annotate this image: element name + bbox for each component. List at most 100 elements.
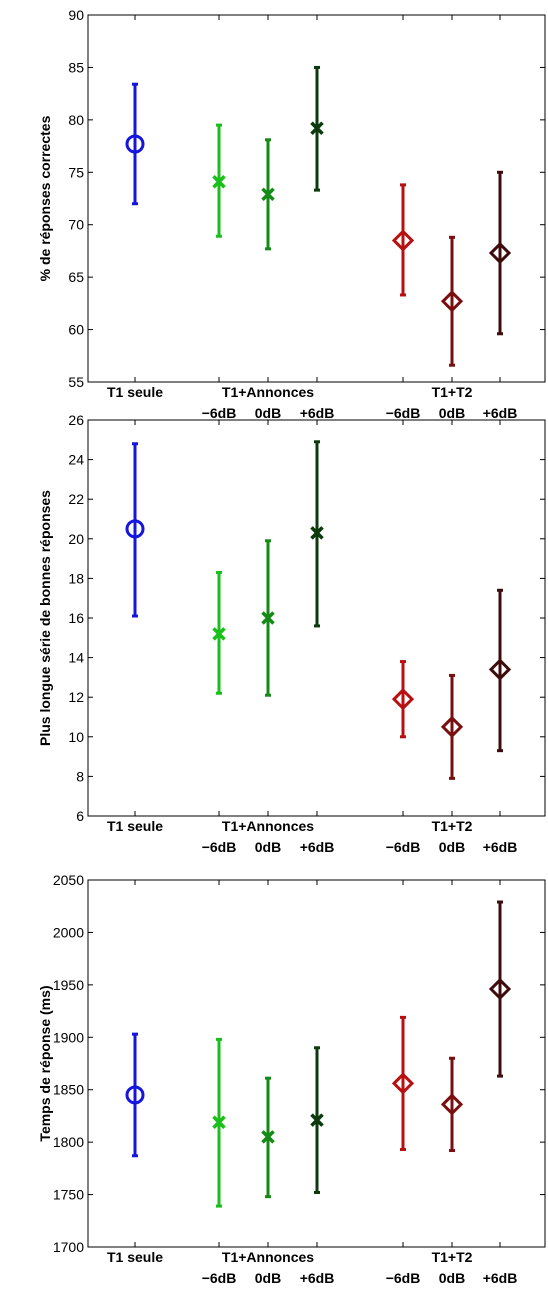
y-tick-label: 10	[68, 729, 84, 745]
sub-label: 0dB	[439, 405, 465, 421]
chart-panel-1: 55 60 65 70 75 80 85 90 T1 seule T1+Annonces T1+T2…	[37, 7, 546, 421]
mean-marker-x	[212, 627, 226, 641]
mean-marker-diamond	[488, 658, 512, 681]
y-tick-label: 18	[68, 570, 84, 586]
mean-marker-diamond	[391, 688, 415, 711]
y-axis-label: Temps de réponse (ms)	[37, 985, 53, 1141]
y-tick-label: 75	[68, 164, 84, 180]
y-tick-label: 90	[68, 7, 84, 23]
sub-label: −6dB	[202, 839, 237, 855]
sub-label: +6dB	[300, 839, 335, 855]
y-tick-label: 1950	[53, 977, 84, 993]
errorbar-point	[261, 138, 275, 251]
y-tick-label: 26	[68, 412, 84, 428]
sub-label: 0dB	[439, 1270, 465, 1286]
y-tick-label: 22	[68, 491, 84, 507]
errorbar-point	[212, 570, 226, 695]
y-tick-label: 85	[68, 59, 84, 75]
y-tick-label: 1900	[53, 1029, 84, 1045]
errorbar-point	[488, 170, 512, 336]
errorbar-point	[310, 440, 324, 628]
errorbar-point	[212, 123, 226, 238]
y-axis-label: Plus longue série de bonnes réponses	[37, 490, 53, 746]
mean-marker-x	[212, 1115, 226, 1129]
y-tick-label: 8	[76, 768, 84, 784]
mean-marker-circle	[125, 134, 145, 154]
y-tick-label: 16	[68, 610, 84, 626]
mean-marker-diamond	[488, 241, 512, 265]
mean-marker-x	[310, 121, 324, 135]
errorbar-point	[212, 1037, 226, 1208]
sub-label: 0dB	[255, 1270, 281, 1286]
chart-panel-3: 1700 1750 1800 1850 1900 1950 2000 2050 T1 seule…	[37, 872, 546, 1286]
y-tick-label: 2000	[53, 924, 84, 940]
y-tick-label: 1850	[53, 1082, 84, 1098]
mean-marker-x	[261, 611, 275, 625]
errorbar-point	[440, 1056, 464, 1153]
errorbar-point	[125, 442, 145, 618]
sub-label: +6dB	[483, 1270, 518, 1286]
mean-marker-diamond	[440, 290, 464, 313]
group-label: T1+T2	[432, 384, 473, 400]
sub-label: −6dB	[386, 1270, 421, 1286]
errorbar-point	[440, 673, 464, 780]
mean-marker-diamond	[488, 977, 512, 1001]
sub-label: 0dB	[439, 839, 465, 855]
errorbar-point	[488, 900, 512, 1078]
errorbar-point	[391, 660, 415, 739]
mean-marker-diamond	[440, 1093, 464, 1116]
y-tick-label: 1800	[53, 1134, 84, 1150]
y-tick-label: 20	[68, 531, 84, 547]
y-tick-label: 6	[76, 808, 84, 824]
errorbar-point	[125, 82, 145, 206]
group-label: T1+Annonces	[222, 384, 314, 400]
sub-label: −6dB	[386, 405, 421, 421]
sub-label: +6dB	[483, 405, 518, 421]
errorbar-point	[391, 1015, 415, 1151]
y-tick-label: 12	[68, 689, 84, 705]
errorbar-point	[261, 1076, 275, 1199]
chart-panel-2: 6 8 10 12 14 16 18 20 22 24 26 T1 seule T1+Annonces T…	[37, 412, 546, 855]
sub-label: +6dB	[300, 405, 335, 421]
mean-marker-diamond	[440, 715, 464, 739]
errorbar-point	[310, 1046, 324, 1194]
y-tick-label: 65	[68, 269, 84, 285]
y-tick-label: 14	[68, 650, 84, 666]
errorbar-point	[261, 539, 275, 697]
sub-label: −6dB	[202, 1270, 237, 1286]
errorbar-point	[488, 588, 512, 753]
y-tick-label: 55	[68, 374, 84, 390]
y-tick-label: 1750	[53, 1187, 84, 1203]
y-tick-label: 24	[68, 452, 84, 468]
group-label: T1 seule	[107, 384, 163, 400]
sub-label: 0dB	[255, 839, 281, 855]
sub-label: 0dB	[255, 405, 281, 421]
sub-label: −6dB	[202, 405, 237, 421]
mean-marker-x	[261, 187, 275, 202]
group-label: T1+Annonces	[222, 1249, 314, 1265]
group-label: T1 seule	[107, 1249, 163, 1265]
errorbar-point	[125, 1032, 145, 1158]
sub-label: +6dB	[483, 839, 518, 855]
group-label: T1+T2	[432, 1249, 473, 1265]
y-tick-label: 2050	[53, 872, 84, 888]
errorbar-point	[391, 183, 415, 297]
mean-marker-x	[310, 526, 324, 540]
mean-marker-circle	[125, 519, 145, 539]
y-tick-label: 80	[68, 112, 84, 128]
y-tick-label: 60	[68, 322, 84, 338]
mean-marker-diamond	[391, 1072, 415, 1095]
errorbar-point	[440, 235, 464, 367]
errorbar-point	[310, 65, 324, 192]
group-label: T1 seule	[107, 818, 163, 834]
mean-marker-x	[310, 1113, 324, 1127]
sub-label: +6dB	[300, 1270, 335, 1286]
group-label: T1+Annonces	[222, 818, 314, 834]
y-tick-label: 70	[68, 217, 84, 233]
mean-marker-x	[212, 174, 226, 189]
mean-marker-diamond	[391, 229, 415, 252]
mean-marker-x	[261, 1130, 275, 1144]
mean-marker-circle	[125, 1085, 145, 1105]
y-axis-label: % de réponses correctes	[37, 115, 53, 281]
